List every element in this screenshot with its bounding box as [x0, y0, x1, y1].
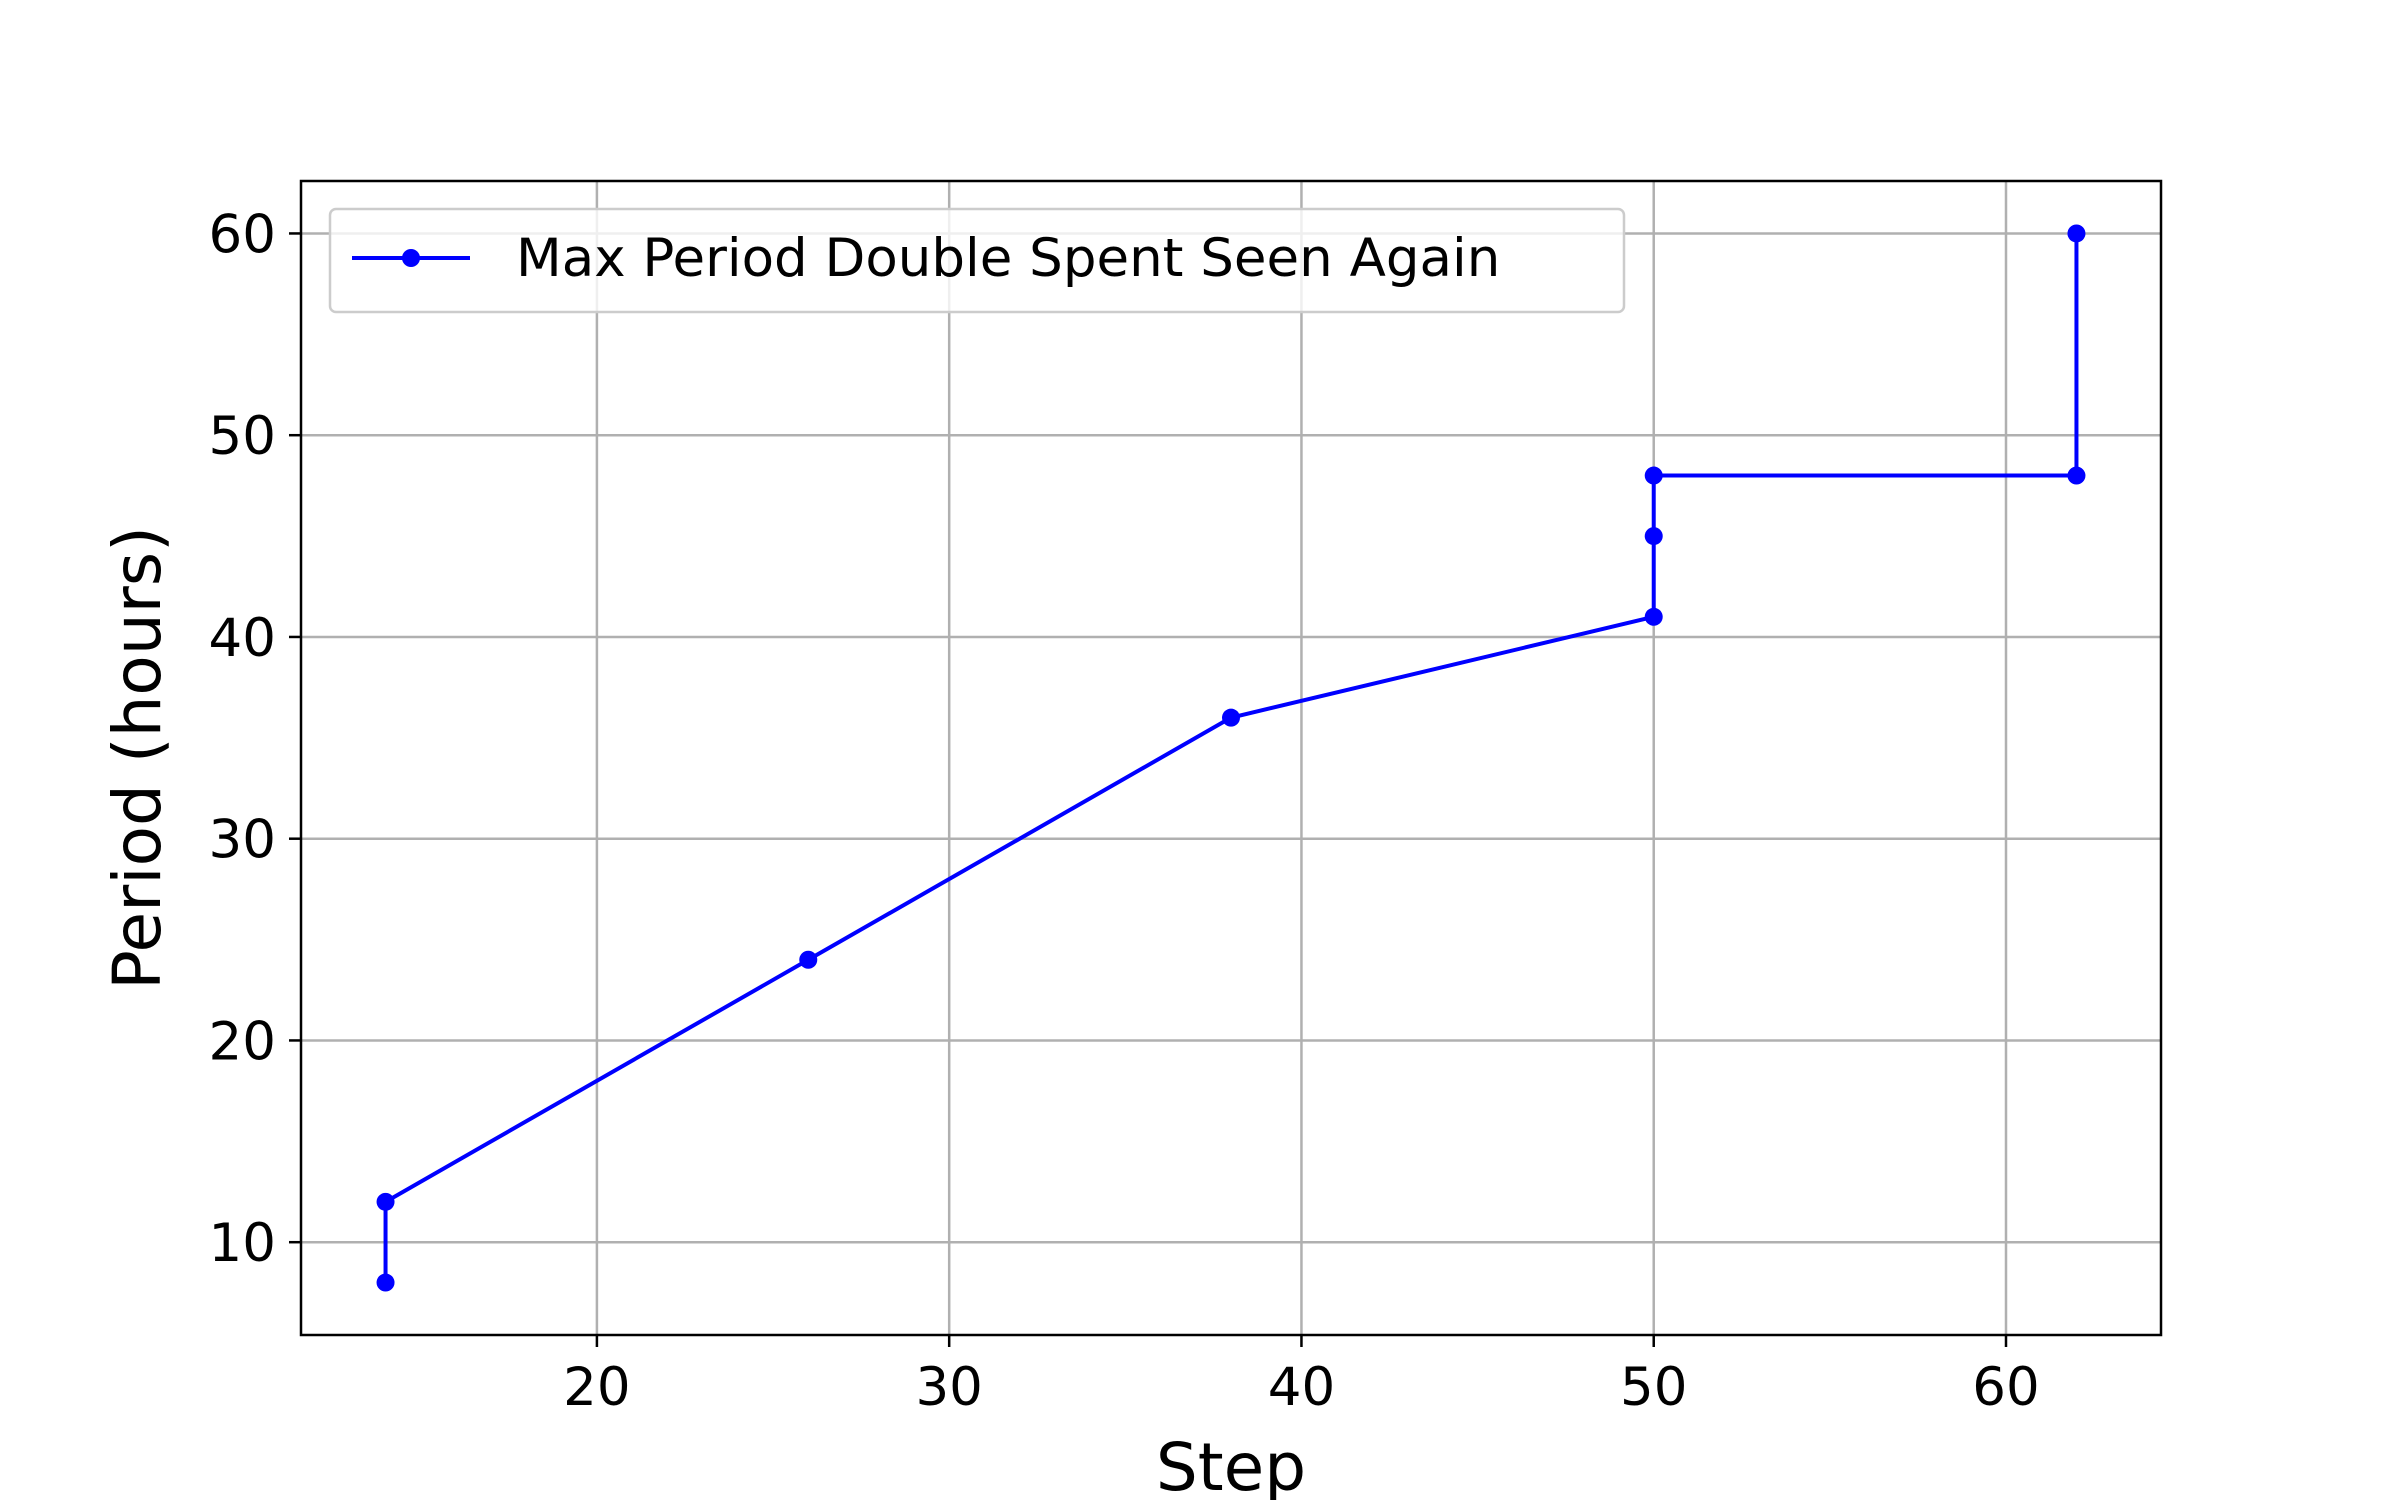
legend-marker: [402, 249, 420, 267]
legend: Max Period Double Spent Seen Again: [328, 207, 1626, 314]
x-tick-label: 20: [563, 1357, 630, 1418]
legend-box: [328, 207, 1626, 314]
x-tick-label: 50: [1620, 1357, 1687, 1418]
data-point: [1644, 466, 1663, 485]
x-tick-label: 60: [1972, 1357, 2039, 1418]
y-tick-label: 60: [209, 204, 276, 265]
data-point: [376, 1192, 395, 1211]
legend-label: Max Period Double Spent Seen Again: [516, 228, 1500, 289]
y-tick-label: 40: [209, 608, 276, 669]
plot-frame: [299, 179, 2163, 1337]
series-layer: [376, 224, 2086, 1292]
data-point: [1222, 708, 1240, 727]
x-axis-ticks: 20 30 40 50 60: [563, 1335, 2040, 1418]
data-point: [1644, 607, 1663, 626]
data-point: [799, 950, 818, 969]
y-tick-label: 20: [209, 1011, 276, 1072]
data-point: [376, 1273, 395, 1292]
x-axis-title: Step: [1156, 1429, 1306, 1500]
y-tick-label: 30: [209, 810, 276, 871]
y-tick-label: 50: [209, 406, 276, 467]
y-axis-ticks: 10 20 30 40 50 60: [209, 204, 301, 1274]
y-tick-label: 10: [209, 1213, 276, 1274]
y-axis-title: Period (hours): [99, 526, 176, 990]
x-tick-label: 40: [1268, 1357, 1335, 1418]
data-point: [1644, 527, 1663, 546]
data-point: [2067, 466, 2086, 485]
data-point: [2067, 224, 2086, 243]
x-tick-label: 30: [915, 1357, 982, 1418]
